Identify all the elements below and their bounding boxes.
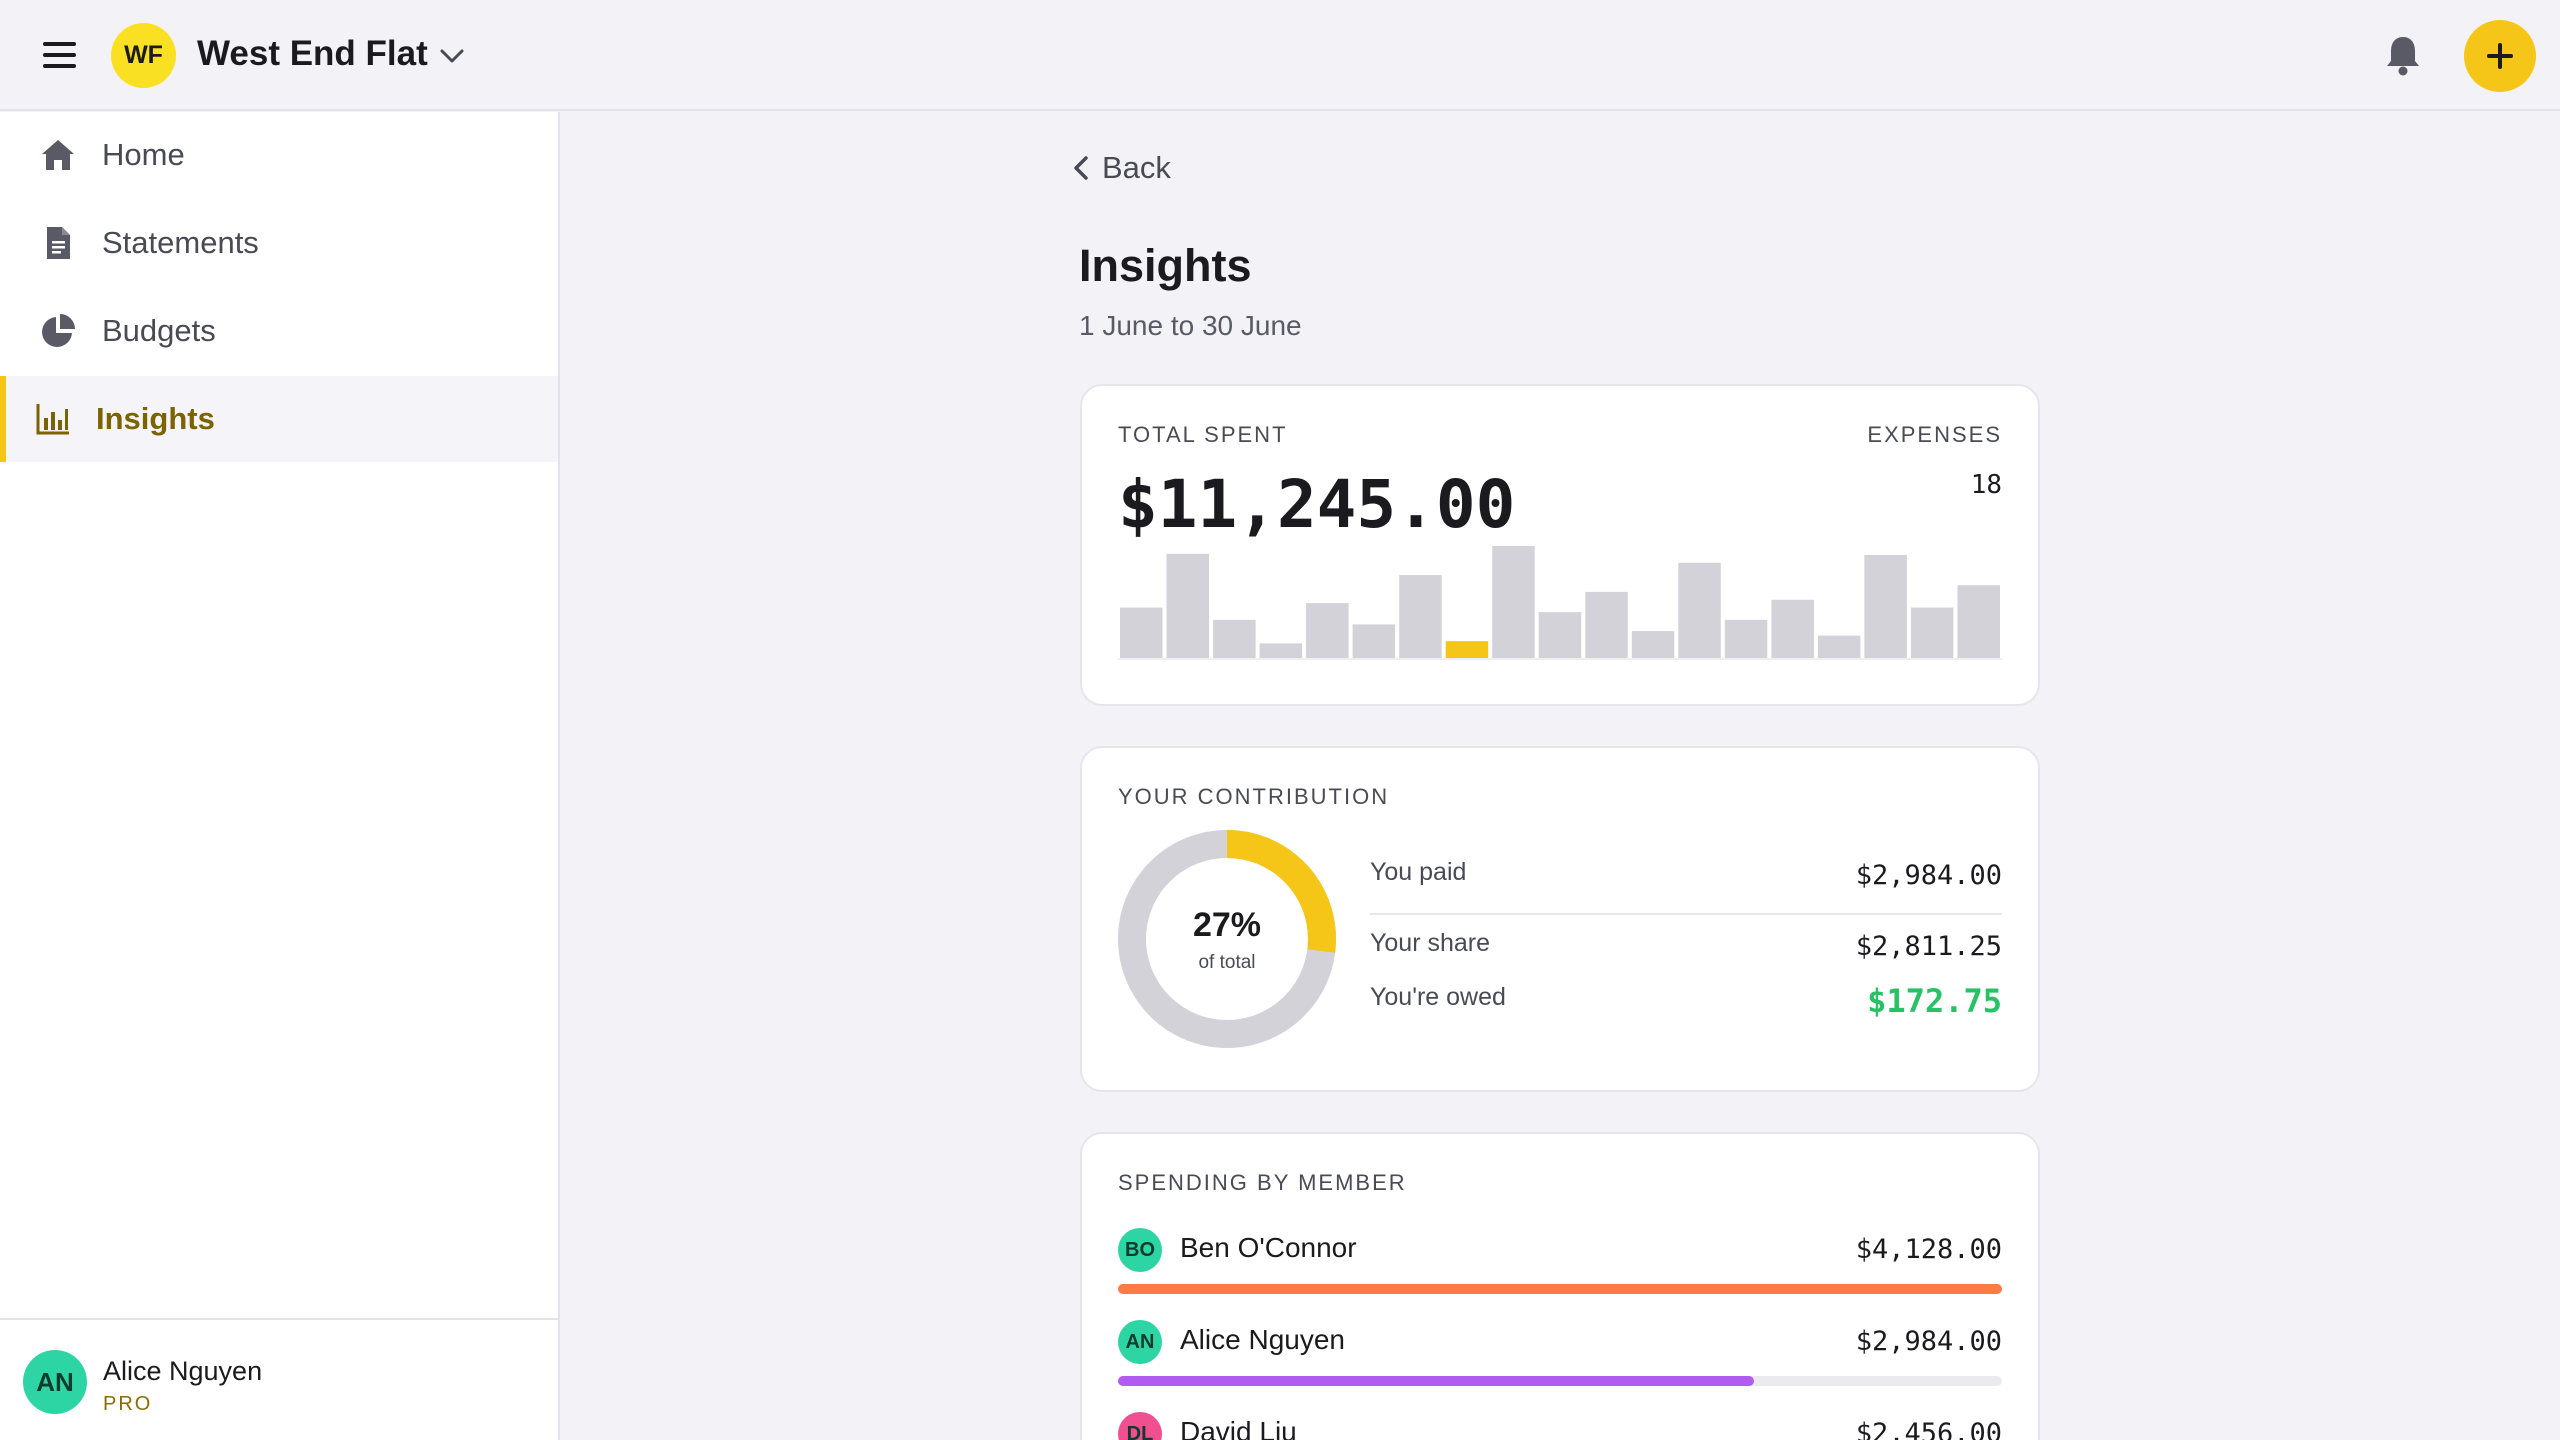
avatar: AN — [23, 1350, 87, 1414]
date-range: 1 June to 30 June — [1079, 310, 1302, 341]
sidebar-item-label: Home — [102, 137, 185, 172]
expenses-label: EXPENSES — [1867, 422, 2002, 447]
divider — [1370, 913, 2002, 915]
back-label: Back — [1102, 150, 1171, 185]
contribution-percent: 27% — [1192, 906, 1262, 944]
you-paid-value: $2,984.00 — [1855, 860, 2002, 891]
member-avatar: DL — [1118, 1412, 1162, 1440]
bar-chart-icon — [36, 404, 69, 435]
member-share-bar — [1118, 1376, 2002, 1386]
sidebar: Home Statements Budgets Insights AN Alic… — [0, 112, 560, 1440]
pie-chart-icon — [42, 314, 75, 347]
member-name: David Liu — [1180, 1416, 1297, 1440]
contribution-donut — [1118, 830, 1336, 1048]
back-link[interactable]: Back — [1070, 148, 1171, 188]
total-spent-card: TOTAL SPENT EXPENSES $11,245.00 18 — [1080, 384, 2040, 706]
you-paid-label: You paid — [1370, 858, 1467, 886]
page-title: Insights — [1079, 240, 1252, 291]
member-amount: $4,128.00 — [1855, 1234, 2002, 1265]
daily-bar[interactable] — [1864, 555, 1907, 658]
daily-bar[interactable] — [1399, 575, 1442, 658]
daily-bar[interactable] — [1259, 643, 1303, 658]
daily-bar[interactable] — [1724, 619, 1768, 658]
daily-bar[interactable] — [1817, 635, 1861, 658]
daily-bar[interactable] — [1120, 607, 1163, 658]
sidebar-item-insights[interactable]: Insights — [0, 376, 558, 462]
user-plan-badge: PRO — [103, 1393, 153, 1415]
daily-bar[interactable] — [1538, 612, 1582, 658]
your-share-value: $2,811.25 — [1855, 931, 2002, 962]
daily-bar[interactable] — [1352, 624, 1396, 658]
your-share-label: Your share — [1370, 929, 1490, 957]
owed-label: You're owed — [1370, 983, 1506, 1011]
sidebar-item-home[interactable]: Home — [0, 112, 558, 198]
group-name[interactable]: West End Flat — [197, 34, 428, 73]
hamburger-menu-icon[interactable] — [40, 38, 80, 72]
daily-bar-highlighted[interactable] — [1445, 641, 1489, 658]
contribution-card: YOUR CONTRIBUTION 27% of total You paid … — [1080, 746, 2040, 1092]
group-avatar[interactable]: WF — [111, 23, 176, 88]
chevron-left-icon — [1074, 156, 1088, 180]
daily-spending-bars — [1118, 546, 2002, 660]
owed-value: $172.75 — [1867, 982, 2002, 1020]
daily-bar[interactable] — [1585, 591, 1628, 658]
home-icon — [42, 140, 74, 170]
member-share-fill — [1118, 1376, 1755, 1386]
daily-bar[interactable] — [1678, 562, 1721, 658]
spending-by-member-card: SPENDING BY MEMBER BO Ben O'Connor $4,12… — [1080, 1132, 2040, 1440]
daily-bar[interactable] — [1492, 546, 1535, 658]
document-icon — [47, 227, 70, 259]
daily-bar[interactable] — [1910, 607, 1954, 658]
sidebar-item-label: Insights — [96, 401, 215, 436]
bell-icon[interactable] — [2383, 33, 2423, 77]
daily-bar[interactable] — [1306, 603, 1349, 658]
add-expense-button[interactable] — [2464, 20, 2536, 92]
member-amount: $2,456.00 — [1855, 1418, 2002, 1440]
sidebar-item-statements[interactable]: Statements — [0, 200, 558, 286]
total-spent-label: TOTAL SPENT — [1118, 422, 1288, 447]
member-avatar: AN — [1118, 1320, 1162, 1364]
contribution-label: YOUR CONTRIBUTION — [1118, 784, 1390, 809]
sidebar-item-budgets[interactable]: Budgets — [0, 288, 558, 374]
member-amount: $2,984.00 — [1855, 1326, 2002, 1357]
top-bar: WF West End Flat — [0, 0, 2560, 111]
bars-baseline — [1118, 658, 2002, 660]
donut-contribution-arc — [1118, 830, 1336, 1048]
member-share-fill — [1118, 1284, 2002, 1294]
expenses-count: 18 — [1970, 470, 2002, 500]
sidebar-item-label: Budgets — [102, 313, 216, 348]
sidebar-item-label: Statements — [102, 225, 259, 260]
member-name: Alice Nguyen — [1180, 1324, 1345, 1355]
daily-bar[interactable] — [1213, 619, 1256, 658]
daily-bar[interactable] — [1957, 585, 2001, 658]
total-spent-amount: $11,245.00 — [1118, 466, 1516, 543]
member-avatar: BO — [1118, 1228, 1162, 1272]
chevron-down-icon[interactable] — [438, 44, 466, 68]
spending-by-member-label: SPENDING BY MEMBER — [1118, 1170, 1407, 1195]
plus-icon — [2487, 43, 2513, 69]
contribution-percent-caption: of total — [1198, 952, 1256, 973]
daily-bar[interactable] — [1771, 599, 1814, 658]
daily-bar[interactable] — [1631, 631, 1675, 658]
user-name: Alice Nguyen — [103, 1356, 263, 1386]
member-share-bar — [1118, 1284, 2002, 1294]
member-name: Ben O'Connor — [1180, 1232, 1357, 1263]
daily-bar[interactable] — [1166, 553, 1210, 658]
user-profile[interactable]: AN Alice Nguyen PRO — [0, 1318, 558, 1440]
